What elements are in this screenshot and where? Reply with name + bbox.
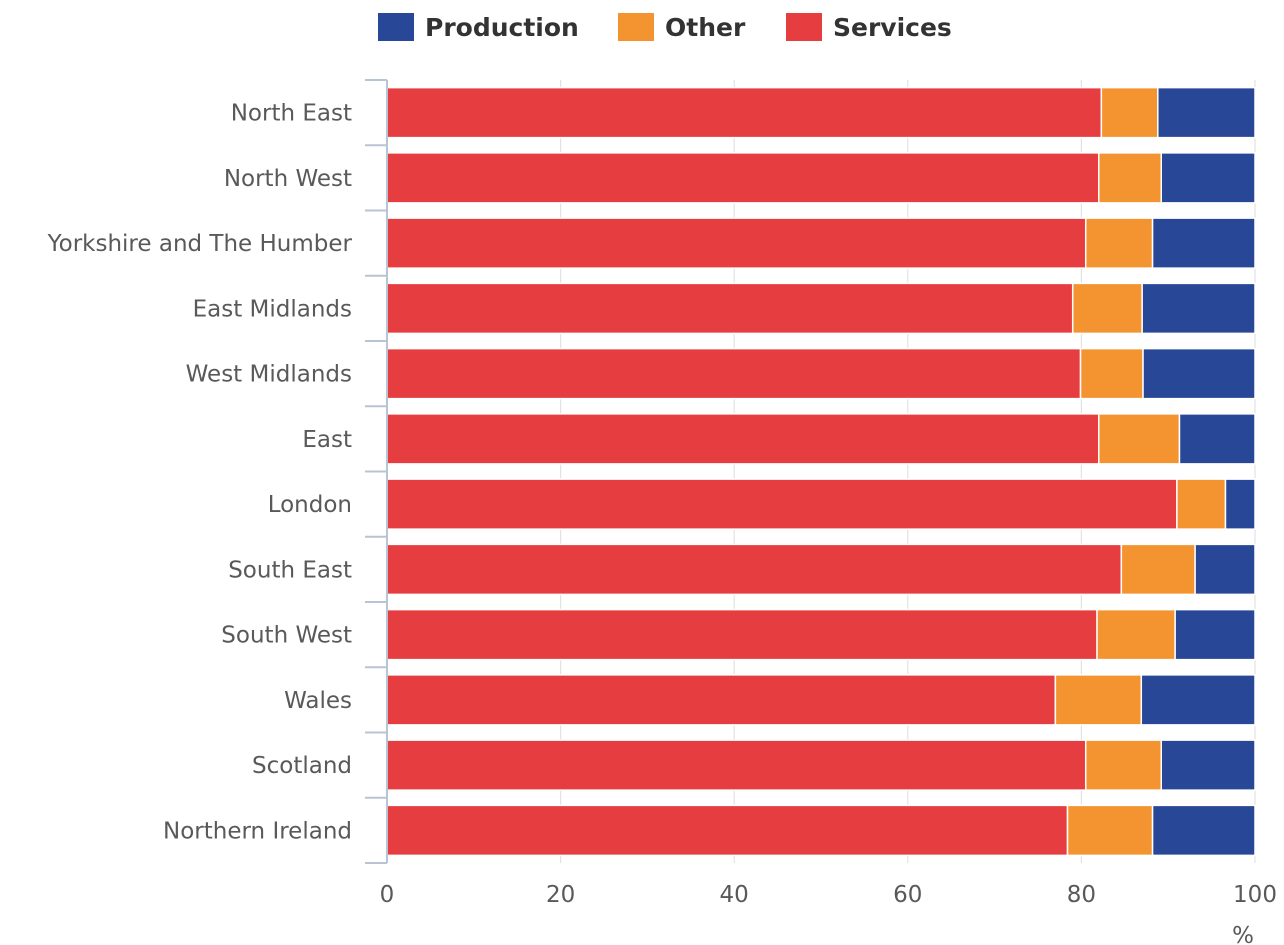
legend-swatch-other: [618, 13, 654, 41]
y-axis: [365, 79, 388, 864]
bar-production-london: [1224, 478, 1256, 530]
bar-services-north-west: [386, 152, 1100, 204]
x-axis-unit-label: %: [1232, 923, 1254, 945]
category-label-london: London: [268, 492, 352, 518]
legend-label-services: Services: [833, 13, 952, 42]
category-label-east: East: [302, 427, 352, 453]
bar-other-south-east: [1120, 543, 1196, 596]
bar-services-west-midlands: [386, 347, 1082, 400]
bar-production-east: [1178, 413, 1256, 465]
bar-other-north-east: [1100, 86, 1159, 139]
bar-production-south-east: [1194, 543, 1256, 596]
x-tick-label-100: 100: [1233, 882, 1277, 908]
x-tick-label-80: 80: [1067, 882, 1096, 908]
category-label-south-east: South East: [228, 557, 352, 583]
legend-item-services: Services: [786, 13, 952, 42]
bar-other-west-midlands: [1079, 347, 1144, 400]
legend: Production Other Services: [378, 13, 952, 42]
category-label-north-east: North East: [231, 101, 352, 127]
legend-item-production: Production: [378, 13, 579, 42]
bar-production-yorkshire-and-the-humber: [1151, 217, 1256, 269]
bar-production-east-midlands: [1141, 282, 1256, 335]
bar-other-east-midlands: [1071, 282, 1143, 335]
legend-label-production: Production: [425, 13, 579, 42]
category-labels: North East North West Yorkshire and The Hu…: [47, 101, 353, 845]
category-label-south-west: South West: [221, 623, 352, 649]
category-label-northern-ireland: Northern Ireland: [163, 818, 352, 844]
x-tick-label-20: 20: [546, 882, 575, 908]
bar-other-north-west: [1098, 152, 1163, 204]
bar-services-northern-ireland: [386, 804, 1069, 857]
bars: [386, 86, 1256, 857]
x-tick-label-40: 40: [720, 882, 749, 908]
x-axis-tick-labels: 0 20 40 60 80 100: [380, 882, 1277, 908]
bar-services-east-midlands: [386, 282, 1074, 335]
category-label-scotland: Scotland: [252, 753, 352, 779]
bar-services-north-east: [386, 86, 1103, 139]
legend-item-other: Other: [618, 13, 746, 42]
bar-other-south-west: [1096, 608, 1176, 661]
legend-label-other: Other: [665, 13, 746, 42]
bar-other-east: [1098, 413, 1181, 465]
x-tick-label-0: 0: [380, 882, 395, 908]
bar-services-east: [386, 413, 1100, 465]
bar-production-wales: [1140, 674, 1256, 726]
bar-services-scotland: [386, 739, 1087, 791]
gridlines: [559, 80, 1256, 863]
category-label-north-west: North West: [224, 166, 352, 192]
bar-other-wales: [1054, 674, 1143, 726]
bar-other-northern-ireland: [1066, 804, 1154, 857]
category-label-wales: Wales: [284, 688, 352, 714]
bar-other-scotland: [1084, 739, 1163, 791]
bar-other-yorkshire-and-the-humber: [1084, 217, 1154, 269]
bar-production-west-midlands: [1142, 347, 1256, 400]
bar-services-south-west: [386, 608, 1098, 661]
bar-production-north-east: [1157, 86, 1256, 139]
category-label-east-midlands: East Midlands: [193, 296, 352, 322]
bar-services-yorkshire-and-the-humber: [386, 217, 1087, 269]
bar-production-south-west: [1174, 608, 1256, 661]
bar-production-scotland: [1160, 739, 1256, 791]
legend-swatch-services: [786, 13, 822, 41]
category-label-yorkshire-and-the-humber: Yorkshire and The Humber: [47, 231, 353, 257]
bar-production-north-west: [1160, 152, 1256, 204]
bar-services-south-east: [386, 543, 1123, 596]
bar-services-wales: [386, 674, 1057, 726]
x-tick-label-60: 60: [893, 882, 922, 908]
bar-production-northern-ireland: [1151, 804, 1256, 857]
category-label-west-midlands: West Midlands: [186, 362, 352, 388]
legend-swatch-production: [378, 13, 414, 41]
bar-services-london: [386, 478, 1178, 530]
bar-other-london: [1176, 478, 1227, 530]
